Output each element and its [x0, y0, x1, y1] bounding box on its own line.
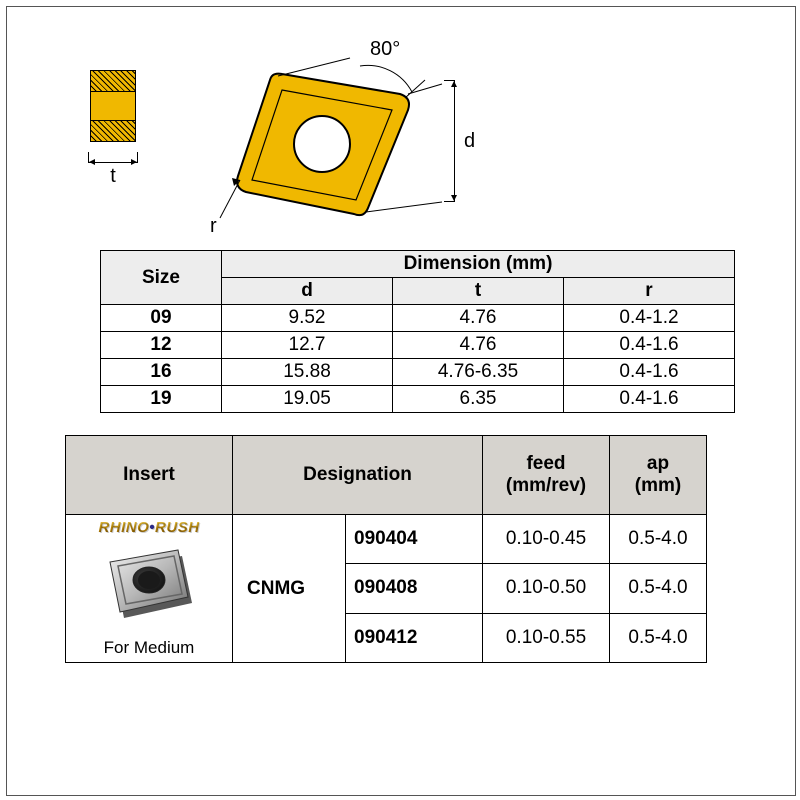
insert-table: Insert Designation feed (mm/rev) ap (mm)…	[65, 435, 707, 663]
ap-header: ap (mm)	[610, 436, 707, 515]
insert-diagram: t 80° d r	[60, 30, 560, 250]
dim-header: Dimension (mm)	[222, 251, 735, 278]
designation-header: Designation	[233, 436, 483, 515]
dimension-table: Size Dimension (mm) d t r 09 9.52 4.76 0…	[100, 250, 735, 413]
angle-label: 80°	[370, 38, 400, 61]
col-t: t	[393, 278, 564, 305]
feed-header: feed (mm/rev)	[483, 436, 610, 515]
r-label: r	[210, 215, 217, 238]
insert-cell: RHINO•RUSH	[66, 515, 233, 663]
rhino-rush-logo: RHINO•RUSH	[74, 519, 224, 536]
insert-header: Insert	[66, 436, 233, 515]
table-row: 19 19.05 6.35 0.4-1.6	[101, 386, 735, 413]
insert-icon	[74, 540, 224, 636]
d-label: d	[464, 130, 475, 153]
table-row: 12 12.7 4.76 0.4-1.6	[101, 332, 735, 359]
cnmg-prefix: CNMG	[233, 515, 346, 663]
col-d: d	[222, 278, 393, 305]
t-label: t	[88, 165, 138, 188]
table-row: 09 9.52 4.76 0.4-1.2	[101, 305, 735, 332]
table-row: RHINO•RUSH	[66, 515, 707, 564]
table-row: 16 15.88 4.76-6.35 0.4-1.6	[101, 359, 735, 386]
top-view	[210, 40, 450, 245]
insert-caption: For Medium	[74, 638, 224, 658]
size-header: Size	[101, 251, 222, 305]
col-r: r	[564, 278, 735, 305]
t-dimension: t	[88, 152, 138, 188]
side-view	[90, 70, 136, 150]
